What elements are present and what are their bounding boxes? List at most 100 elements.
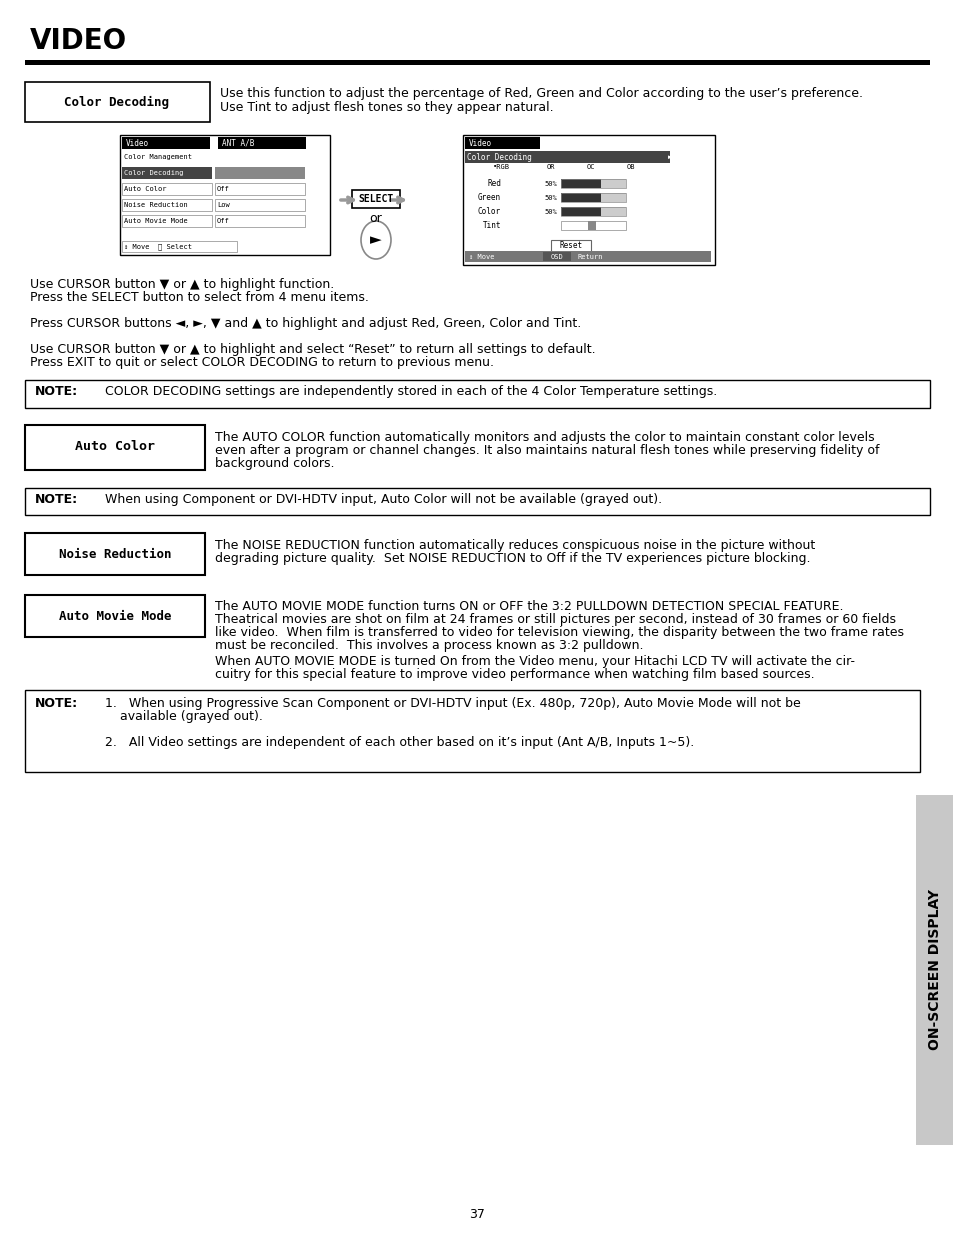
Text: Press the SELECT button to select from 4 menu items.: Press the SELECT button to select from 4…: [30, 291, 369, 304]
Bar: [122, 167, 212, 179]
Text: ↕ Move: ↕ Move: [469, 254, 494, 261]
Bar: [560, 179, 600, 188]
Text: OSD: OSD: [550, 254, 563, 261]
Text: Use Tint to adjust flesh tones so they appear natural.: Use Tint to adjust flesh tones so they a…: [220, 101, 553, 114]
Text: Noise Reduction: Noise Reduction: [124, 203, 188, 207]
Bar: [542, 252, 571, 261]
Text: Video: Video: [469, 138, 492, 147]
Bar: [560, 207, 600, 216]
Bar: [122, 241, 236, 252]
Bar: [122, 137, 210, 149]
Text: ANT A/B: ANT A/B: [222, 138, 254, 147]
Text: 50%: 50%: [544, 195, 557, 201]
Text: OB: OB: [626, 164, 635, 170]
Text: Red: Red: [487, 179, 500, 189]
Bar: [25, 82, 210, 122]
Text: cuitry for this special feature to improve video performance when watching film : cuitry for this special feature to impro…: [214, 668, 814, 680]
Text: Auto Movie Mode: Auto Movie Mode: [124, 219, 188, 224]
Bar: [214, 215, 305, 227]
Text: VIDEO: VIDEO: [30, 27, 127, 56]
Text: 37: 37: [469, 1209, 484, 1221]
Text: 50%: 50%: [544, 209, 557, 215]
Text: NOTE:: NOTE:: [35, 385, 78, 398]
Text: ON-SCREEN DISPLAY: ON-SCREEN DISPLAY: [927, 889, 941, 1051]
Bar: [560, 179, 625, 188]
Text: Press CURSOR buttons ◄, ►, ▼ and ▲ to highlight and adjust Red, Green, Color and: Press CURSOR buttons ◄, ►, ▼ and ▲ to hi…: [30, 317, 580, 330]
Text: Use this function to adjust the percentage of Red, Green and Color according to : Use this function to adjust the percenta…: [220, 86, 862, 100]
Text: COLOR DECODING settings are independently stored in each of the 4 Color Temperat: COLOR DECODING settings are independentl…: [105, 385, 717, 398]
Bar: [214, 167, 305, 179]
Text: 1.   When using Progressive Scan Component or DVI-HDTV input (Ex. 480p, 720p), A: 1. When using Progressive Scan Component…: [105, 697, 800, 710]
Text: Color: Color: [477, 207, 500, 216]
Bar: [122, 215, 212, 227]
Text: 50%: 50%: [544, 182, 557, 186]
Bar: [600, 179, 625, 188]
Text: OR: OR: [546, 164, 555, 170]
Text: SELECT: SELECT: [358, 194, 394, 204]
Text: degrading picture quality.  Set NOISE REDUCTION to Off if the TV experiences pic: degrading picture quality. Set NOISE RED…: [214, 552, 810, 564]
Bar: [25, 488, 929, 515]
Bar: [464, 251, 710, 262]
Text: even after a program or channel changes. It also maintains natural flesh tones w: even after a program or channel changes.…: [214, 445, 879, 457]
Bar: [560, 221, 625, 230]
Bar: [560, 193, 600, 203]
Text: When AUTO MOVIE MODE is turned On from the Video menu, your Hitachi LCD TV will : When AUTO MOVIE MODE is turned On from t…: [214, 655, 854, 668]
Bar: [120, 135, 330, 254]
Text: ►: ►: [370, 232, 381, 247]
Bar: [464, 137, 539, 149]
Bar: [551, 240, 590, 252]
Text: Video: Video: [126, 138, 149, 147]
Text: NOTE:: NOTE:: [35, 493, 78, 506]
Text: Auto Color: Auto Color: [124, 186, 167, 191]
Text: Use CURSOR button ▼ or ▲ to highlight function.: Use CURSOR button ▼ or ▲ to highlight fu…: [30, 278, 334, 291]
Bar: [122, 183, 212, 195]
Text: Tint: Tint: [482, 221, 500, 231]
Text: like video.  When film is transferred to video for television viewing, the dispa: like video. When film is transferred to …: [214, 626, 903, 638]
Text: Green: Green: [477, 194, 500, 203]
Bar: [464, 151, 669, 163]
Bar: [25, 534, 205, 576]
Text: Color Decoding: Color Decoding: [124, 170, 183, 177]
Bar: [462, 135, 714, 266]
Bar: [915, 795, 953, 1145]
Bar: [25, 425, 205, 471]
Text: Low: Low: [216, 203, 230, 207]
Text: Auto Movie Mode: Auto Movie Mode: [59, 610, 172, 622]
Text: When using Component or DVI-HDTV input, Auto Color will not be available (grayed: When using Component or DVI-HDTV input, …: [105, 493, 661, 506]
Text: ↕ Move  Ⓢ Select: ↕ Move Ⓢ Select: [124, 243, 192, 251]
Bar: [218, 137, 306, 149]
Text: Reset: Reset: [558, 242, 582, 251]
Bar: [122, 199, 212, 211]
Text: OC: OC: [586, 164, 595, 170]
Bar: [214, 183, 305, 195]
Text: •RGB: •RGB: [492, 164, 509, 170]
Text: background colors.: background colors.: [214, 457, 335, 471]
Bar: [352, 190, 399, 207]
Text: 2.   All Video settings are independent of each other based on it’s input (Ant A: 2. All Video settings are independent of…: [105, 736, 694, 748]
Text: Noise Reduction: Noise Reduction: [59, 547, 172, 561]
Bar: [560, 207, 625, 216]
Bar: [25, 61, 929, 65]
Text: Auto Color: Auto Color: [75, 441, 154, 453]
Text: Color Management: Color Management: [124, 154, 192, 161]
Bar: [25, 380, 929, 408]
Text: Return: Return: [578, 254, 603, 261]
Text: The AUTO COLOR function automatically monitors and adjusts the color to maintain: The AUTO COLOR function automatically mo…: [214, 431, 874, 445]
Text: ►: ►: [667, 154, 673, 161]
Text: NOTE:: NOTE:: [35, 697, 78, 710]
Text: The AUTO MOVIE MODE function turns ON or OFF the 3:2 PULLDOWN DETECTION SPECIAL : The AUTO MOVIE MODE function turns ON or…: [214, 600, 842, 613]
Text: Off: Off: [216, 219, 230, 224]
Text: available (grayed out).: available (grayed out).: [120, 710, 263, 722]
Text: Color Decoding: Color Decoding: [467, 152, 531, 162]
Text: Use CURSOR button ▼ or ▲ to highlight and select “Reset” to return all settings : Use CURSOR button ▼ or ▲ to highlight an…: [30, 343, 595, 356]
Text: The NOISE REDUCTION function automatically reduces conspicuous noise in the pict: The NOISE REDUCTION function automatical…: [214, 538, 815, 552]
Ellipse shape: [360, 221, 391, 259]
Bar: [25, 595, 205, 637]
Text: Theatrical movies are shot on film at 24 frames or still pictures per second, in: Theatrical movies are shot on film at 24…: [214, 613, 895, 626]
Text: Off: Off: [216, 186, 230, 191]
Bar: [214, 199, 305, 211]
Bar: [25, 690, 919, 772]
Bar: [600, 193, 625, 203]
Text: Color Decoding: Color Decoding: [65, 95, 170, 109]
Bar: [587, 221, 596, 230]
